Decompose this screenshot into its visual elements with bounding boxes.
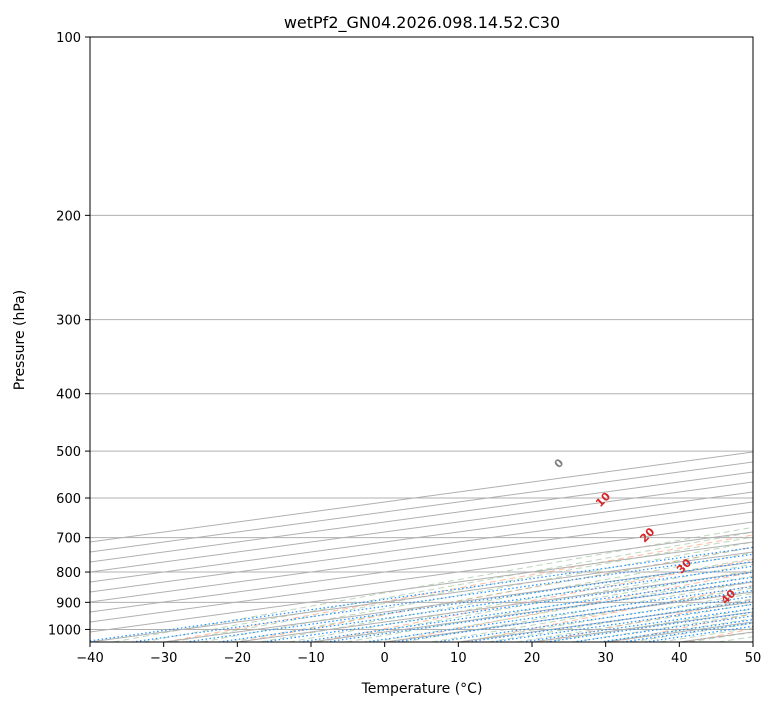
x-tick-label: −20	[224, 651, 251, 666]
moist-adiabat	[317, 563, 753, 642]
y-tick-label: 1000	[48, 623, 81, 638]
isotherm-grid	[90, 451, 753, 642]
dry-adiabat	[314, 558, 753, 642]
mixing-ratio-line	[645, 625, 753, 642]
mixing-ratio-line	[325, 580, 753, 642]
moist-adiabat	[487, 598, 753, 642]
y-tick-label: 800	[56, 566, 81, 581]
moist-adiabat	[142, 531, 753, 642]
dry-adiabat	[613, 613, 753, 642]
y-tick-label: 700	[56, 532, 81, 547]
moist-adiabat-label: 20	[637, 525, 657, 545]
y-tick-label: 100	[56, 31, 81, 46]
dry-adiabat	[165, 534, 753, 642]
isotherm-line	[310, 581, 753, 642]
isotherm-line	[90, 551, 753, 642]
mixing-ratio-line	[492, 603, 753, 642]
dry-adiabats	[165, 37, 775, 642]
mixing-ratio-line	[546, 611, 753, 642]
moist-adiabat	[602, 618, 753, 642]
moist-adiabats	[113, 526, 753, 642]
moist-adiabat	[431, 587, 753, 642]
moist-adiabat	[288, 557, 753, 642]
y-axis-label: Pressure (hPa)	[12, 290, 28, 390]
moist-adiabat	[260, 552, 753, 642]
isotherm-line	[90, 521, 753, 613]
moist-adiabat-label: 10	[593, 490, 613, 510]
mixing-ratio-line	[394, 589, 753, 642]
x-tick-label: −30	[150, 651, 177, 666]
plot-area: 0.10.20.40.611.52346810131620253036-100-…	[90, 37, 775, 642]
moist-adiabat	[402, 581, 753, 642]
y-tick-label: 300	[56, 314, 81, 329]
isotherm-line	[752, 641, 753, 642]
isotherm-line	[90, 531, 753, 623]
isotherm-line	[384, 591, 753, 642]
chart-title: wetPf2_GN04.2026.098.14.52.C30	[284, 13, 560, 33]
isopleth-labels: 0.10.20.40.611.52346810131620253036-100-…	[552, 456, 739, 607]
isotherm-line	[90, 471, 753, 563]
moist-adiabat	[660, 627, 753, 642]
isotherm-line	[531, 611, 753, 642]
moist-adiabat	[231, 546, 753, 642]
isotherm-line	[90, 501, 753, 593]
x-tick-label: 50	[745, 651, 762, 666]
moist-adiabat	[172, 536, 753, 642]
x-tick-label: −40	[76, 651, 103, 666]
isotherm-line	[90, 461, 753, 553]
isotherm-line	[90, 511, 753, 603]
x-tick-label: 20	[524, 651, 541, 666]
x-tick-label: 40	[671, 651, 688, 666]
dry-adiabat	[763, 37, 775, 642]
isotherm-line	[90, 481, 753, 573]
x-tick-label: 30	[597, 651, 614, 666]
isobar-grid	[90, 37, 753, 630]
y-tick-label: 500	[56, 445, 81, 460]
y-tick-label: 200	[56, 209, 81, 224]
moist-adiabat-label: 30	[674, 556, 694, 576]
moist-adiabat	[201, 541, 753, 642]
moist-adiabat	[374, 575, 753, 642]
isotherm-line	[90, 451, 753, 543]
mixing-ratio-lines	[90, 546, 753, 642]
dry-adiabat	[688, 628, 753, 642]
x-tick-label: −10	[297, 651, 324, 666]
y-tick-label: 600	[56, 492, 81, 507]
y-axis-ticks: 100 200 300 400 500 600 700 800 900 1000	[48, 31, 90, 638]
mixing-ratio-line	[299, 576, 753, 642]
plot-frame	[89, 36, 754, 643]
dry-adiabat	[538, 598, 753, 642]
x-axis-ticks: −40 −30 −20 −10 0 10 20 30 40 50	[76, 642, 761, 666]
isotherm-line	[605, 621, 753, 642]
moist-adiabat	[573, 613, 753, 642]
y-tick-label: 400	[56, 388, 81, 403]
moist-adiabat	[113, 526, 753, 642]
moist-adiabat	[346, 569, 753, 642]
dry-adiabat	[389, 571, 753, 642]
isotherm-line	[90, 491, 753, 583]
x-axis-label: Temperature (°C)	[361, 681, 483, 697]
moist-adiabat-label: 0	[552, 456, 567, 471]
y-tick-label: 900	[56, 596, 81, 611]
x-tick-label: 10	[450, 651, 467, 666]
mixing-ratio-line	[365, 585, 753, 642]
x-tick-label: 0	[381, 651, 389, 666]
